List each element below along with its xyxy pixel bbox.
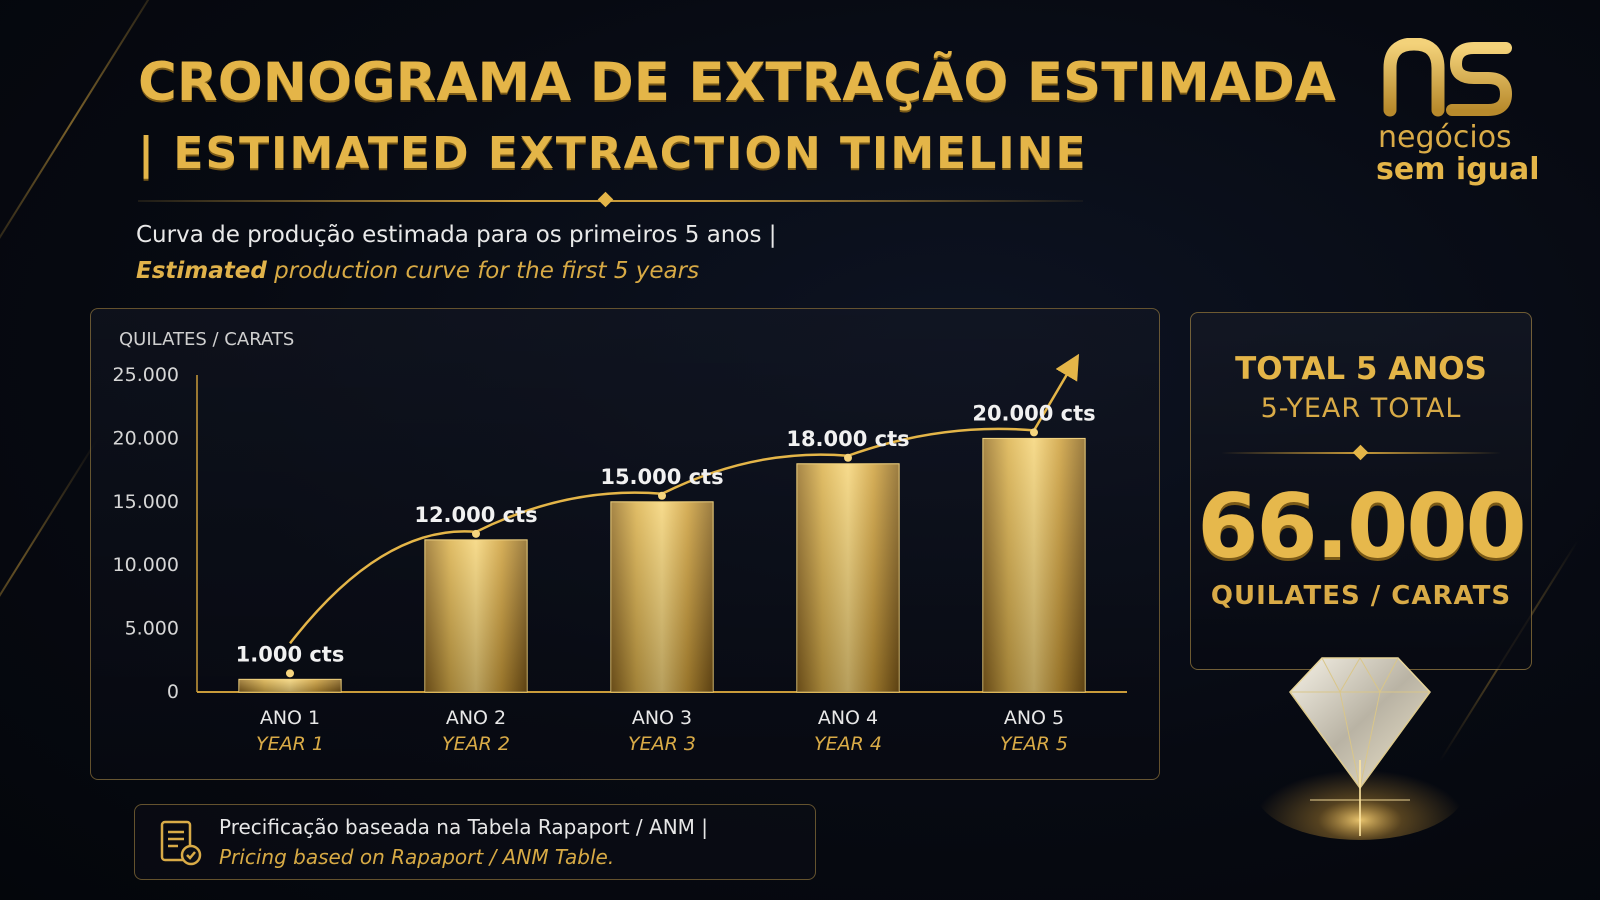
y-tick-label: 10.000 — [113, 554, 179, 576]
bar-chart: QUILATES / CARATS 0 5.000 10.000 15.000 20.0… — [113, 329, 1127, 755]
bar-shade — [796, 463, 900, 692]
x-tick-label-english: YEAR 5 — [1000, 733, 1068, 755]
data-label: 20.000 cts — [972, 401, 1095, 425]
footnote-portuguese: Precificação baseada na Tabela Rapaport … — [219, 815, 709, 839]
bar-shade — [424, 539, 528, 692]
total-title: TOTAL 5 ANOS — [1235, 351, 1487, 387]
data-label: 1.000 cts — [236, 642, 345, 666]
total-title-english: 5-YEAR TOTAL — [1260, 393, 1462, 424]
x-tick-label-english: YEAR 4 — [814, 733, 882, 755]
subtitle-english: Estimated production curve for the first… — [136, 258, 699, 284]
page-title: CRONOGRAMA DE EXTRAÇÃO ESTIMADA — [138, 52, 1336, 113]
x-tick-label: ANO 2 — [446, 707, 506, 729]
data-label: 18.000 cts — [786, 427, 909, 451]
footnote-box: Precificação baseada na Tabela Rapaport … — [134, 804, 816, 880]
chart-panel: QUILATES / CARATS 0 5.000 10.000 15.000 20.0… — [90, 308, 1160, 780]
x-tick-label: ANO 1 — [260, 707, 320, 729]
y-tick-label: 25.000 — [113, 364, 179, 386]
y-tick-label: 5.000 — [125, 618, 179, 640]
x-tick-label: ANO 4 — [818, 707, 878, 729]
data-point — [1030, 428, 1038, 437]
diamond-icon — [1255, 657, 1465, 840]
data-label: 12.000 cts — [414, 503, 537, 527]
y-tick-label: 15.000 — [113, 491, 179, 513]
decorative-line — [0, 436, 100, 692]
bar-shade — [982, 438, 1086, 692]
total-unit: QUILATES / CARATS — [1210, 581, 1512, 611]
x-tick-label-english: YEAR 2 — [442, 733, 510, 755]
logo-text-line1: negócios — [1378, 120, 1512, 155]
subtitle-english-rest: production curve for the first 5 years — [266, 258, 700, 284]
y-tick-label: 20.000 — [113, 427, 179, 449]
total-panel: TOTAL 5 ANOS 5-YEAR TOTAL 66.000 QUILATE… — [1190, 312, 1532, 670]
footnote-english: Pricing based on Rapaport / ANM Table. — [219, 845, 615, 869]
diamond-ornament-icon — [1352, 444, 1369, 461]
x-tick-label: ANO 5 — [1004, 707, 1064, 729]
diamond-ornament-icon — [597, 191, 614, 208]
y-axis-label: QUILATES / CARATS — [119, 329, 294, 350]
total-value: 66.000 — [1197, 475, 1527, 578]
data-point — [658, 491, 666, 500]
bar-shade — [610, 501, 714, 692]
page-title-english: | ESTIMATED EXTRACTION TIMELINE — [138, 128, 1088, 179]
data-point — [286, 669, 294, 678]
bar-shade — [238, 679, 342, 692]
x-tick-label: ANO 3 — [632, 707, 692, 729]
data-point — [844, 453, 852, 462]
subtitle-portuguese: Curva de produção estimada para os prime… — [136, 222, 777, 248]
x-tick-label-english: YEAR 3 — [628, 733, 696, 755]
nsi-logo-icon — [1383, 38, 1538, 117]
subtitle-english-bold: Estimated — [136, 258, 267, 284]
y-tick-label: 0 — [167, 681, 179, 703]
x-tick-label-english: YEAR 1 — [256, 733, 324, 755]
data-point — [472, 529, 480, 538]
data-label: 15.000 cts — [600, 465, 723, 489]
document-check-icon — [160, 820, 202, 866]
logo-text-line2: sem igual — [1376, 152, 1540, 187]
